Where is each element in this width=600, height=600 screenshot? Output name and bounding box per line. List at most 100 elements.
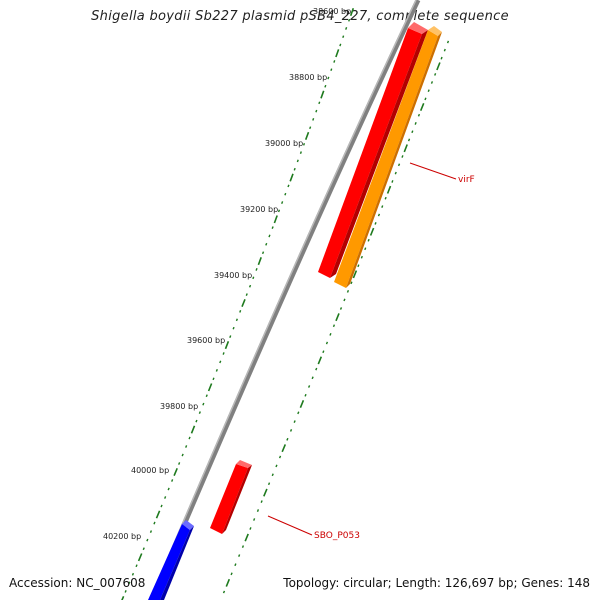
major-tick [155,510,161,519]
minor-tick [253,518,256,521]
minor-tick [284,192,287,196]
minor-tick [255,268,258,271]
minor-tick [181,453,184,457]
minor-tick [327,76,330,80]
minor-tick [171,479,174,482]
major-tick [386,185,392,194]
minor-tick [384,196,387,200]
major-tick [352,270,358,279]
major-tick [419,102,425,112]
minor-tick [222,590,226,594]
minor-tick [167,487,170,491]
minor-tick [311,376,314,380]
major-tick [349,7,355,17]
virf-label: virF [458,175,475,185]
minor-tick [252,276,255,280]
minor-tick [195,419,198,423]
minor-tick [342,35,345,39]
minor-tick [360,255,363,259]
minor-tick [332,324,336,328]
minor-tick [391,180,394,183]
minor-tick [297,411,300,415]
plasmid-backbone-highlight [149,0,417,600]
minor-tick [232,326,235,330]
minor-tick [271,226,274,229]
minor-tick [417,113,421,117]
minor-tick [322,350,325,354]
minor-tick [381,205,384,208]
minor-tick [339,43,342,47]
minor-tick [185,445,188,448]
inner-tick-row [222,40,450,594]
major-tick [241,298,246,308]
minor-tick [267,482,271,486]
tick-label: 39000 bp [265,139,303,148]
gene-feature-blue[interactable] [148,520,194,600]
minor-tick [329,332,332,336]
minor-tick [307,385,311,388]
minor-tick [260,500,263,503]
tick-label: 39400 bp [214,271,252,280]
major-tick [335,49,340,58]
major-tick [225,578,231,587]
minor-tick [149,530,153,533]
gene-feature-virf[interactable] [334,26,442,288]
tick-label: 40000 bp [131,466,169,475]
plasmid-backbone [149,0,421,600]
minor-tick [241,545,245,548]
tick-label: 40200 bp [103,532,141,541]
minor-tick [153,521,156,525]
virf-leader-line [409,162,457,180]
outer-tick-row [121,7,355,600]
minor-tick [339,307,343,310]
minor-tick [265,242,268,246]
minor-tick [302,142,306,146]
minor-tick [229,335,232,339]
major-tick [273,215,278,224]
minor-tick [286,437,289,441]
minor-tick [440,56,443,60]
minor-tick [205,394,208,398]
major-tick [207,383,213,392]
minor-tick [212,377,215,381]
minor-tick [278,455,282,459]
minor-tick [219,360,222,364]
tick-label: 39600 bp [187,336,225,345]
minor-tick [188,436,191,440]
major-tick [173,467,178,477]
minor-tick [261,251,265,255]
minor-tick [146,538,149,542]
minor-tick [230,572,233,576]
tick-label: 39800 bp [160,402,198,411]
major-tick [304,131,310,140]
major-tick [190,425,196,434]
major-tick [263,488,268,497]
minor-tick [401,155,404,158]
minor-tick [275,464,278,468]
minor-tick [215,368,218,372]
minor-tick [268,234,271,238]
minor-tick [293,167,296,171]
minor-tick [299,151,302,154]
minor-tick [414,122,417,125]
minor-tick [343,298,346,302]
major-tick [137,553,143,562]
gene-feature-sbo-p053[interactable] [210,460,252,534]
tick-label-group: 38600 bp 38800 bp 39000 bp 39200 bp 39400 bp… [103,7,351,541]
tick-label-partial: 38600 bp [313,7,351,16]
minor-tick [357,264,360,268]
minor-tick [222,352,225,355]
minor-tick [377,213,381,217]
gene-feature-red-upper[interactable] [318,22,428,278]
minor-tick [256,509,260,512]
tick-label: 39200 bp [240,205,278,214]
minor-tick [424,97,427,101]
major-tick [320,90,325,99]
major-tick [317,356,323,365]
major-tick [121,595,125,600]
minor-tick [318,101,321,105]
minor-tick [407,138,411,142]
minor-tick [271,473,274,477]
major-tick [436,62,441,71]
map-title: Shigella boydii Sb227 plasmid pSB4_227, … [91,9,509,24]
